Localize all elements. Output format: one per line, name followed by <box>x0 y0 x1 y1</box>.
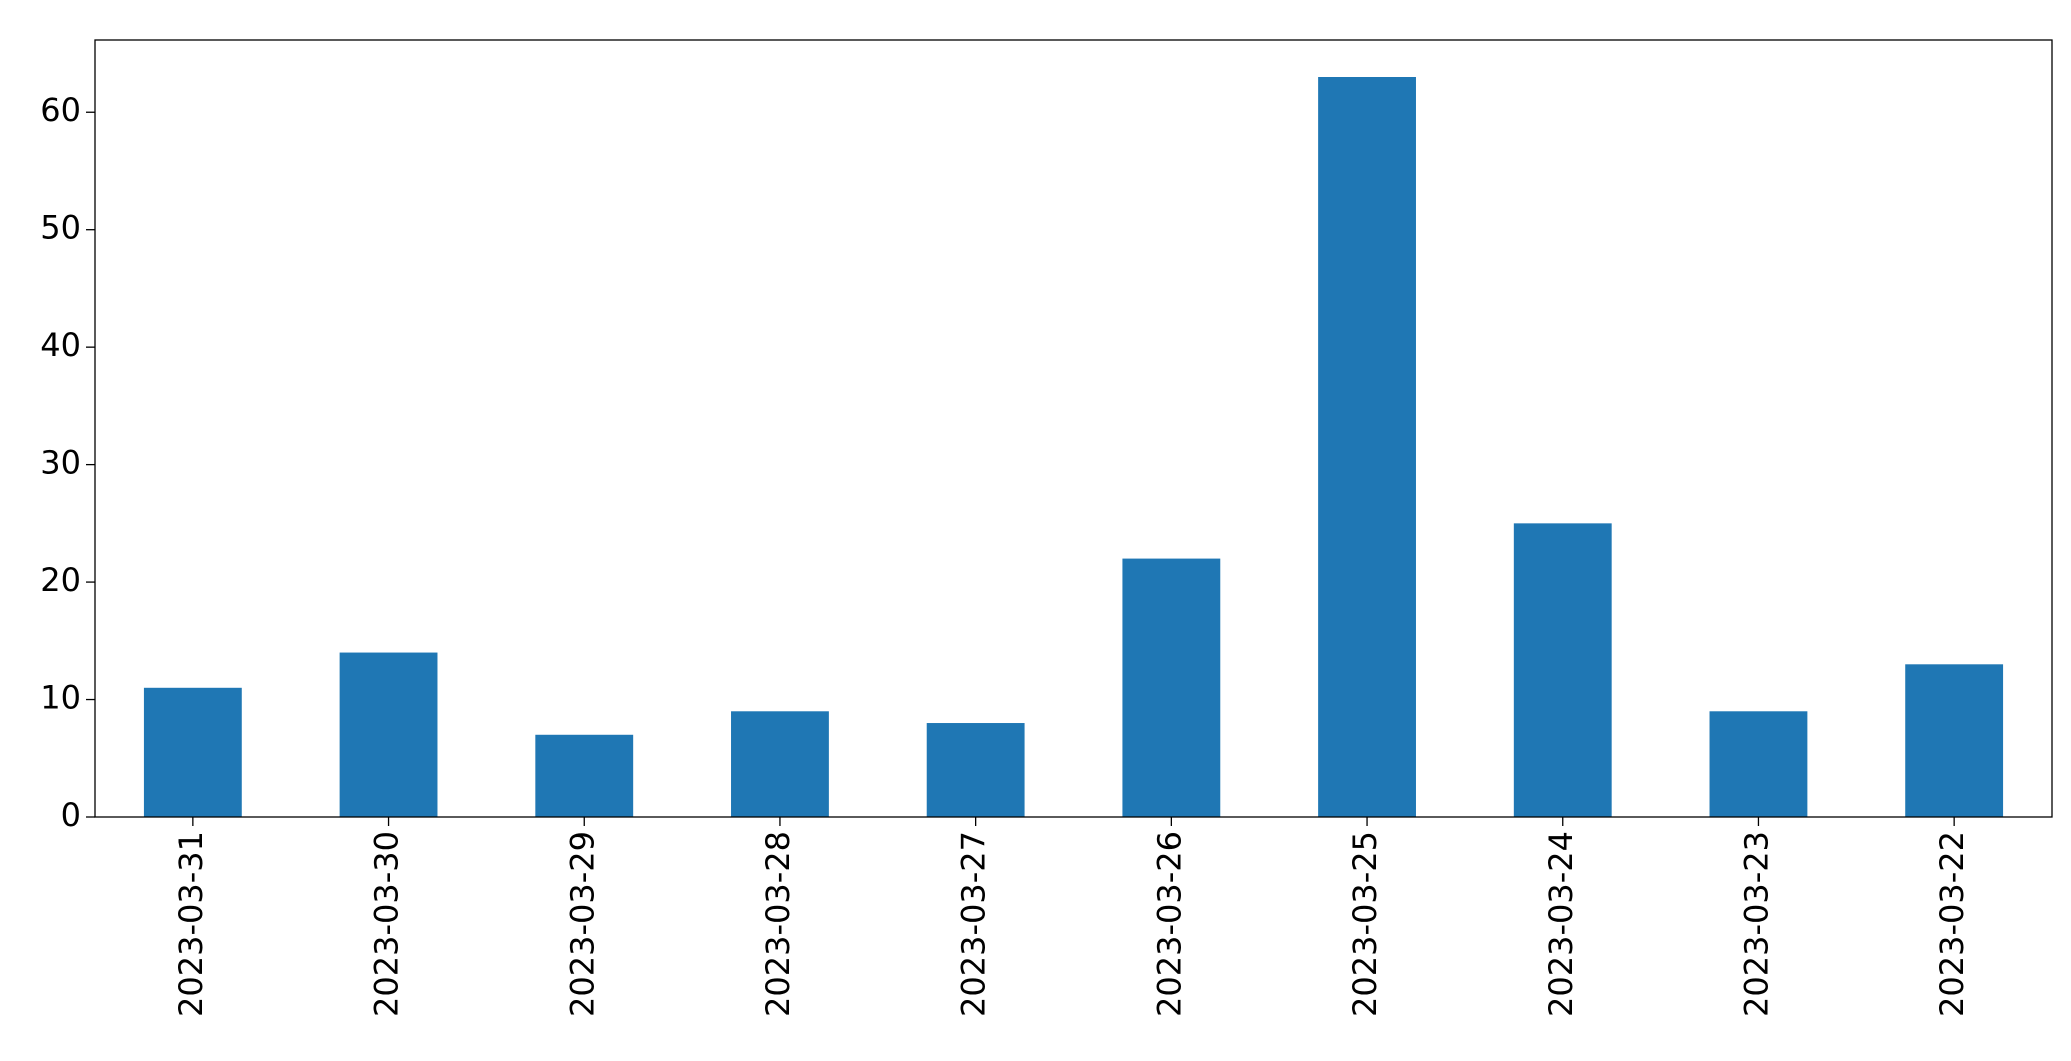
y-tick-label: 30 <box>40 444 81 482</box>
plot-frame <box>94 39 2053 818</box>
bar <box>926 723 1025 817</box>
bar <box>731 711 829 817</box>
x-tick-label: 2023-03-27 <box>955 831 993 1017</box>
bar <box>1318 77 1416 817</box>
x-tick-label: 2023-03-25 <box>1346 831 1384 1017</box>
y-tick-label: 20 <box>40 561 81 599</box>
x-tick-label: 2023-03-28 <box>759 831 797 1017</box>
x-tick-label: 2023-03-23 <box>1737 831 1775 1017</box>
x-tick-label: 2023-03-31 <box>172 831 210 1017</box>
y-tick-label: 40 <box>40 326 81 364</box>
x-tick-label: 2023-03-29 <box>563 831 601 1017</box>
bar <box>1513 523 1612 817</box>
x-tick-label: 2023-03-24 <box>1542 831 1580 1017</box>
x-tick-label: 2023-03-26 <box>1150 831 1188 1017</box>
bar <box>535 734 634 817</box>
bar <box>1905 664 2004 817</box>
bar <box>143 687 242 817</box>
bar <box>339 652 438 817</box>
bar <box>1709 711 1808 817</box>
y-tick-label: 10 <box>40 679 81 717</box>
y-tick-label: 50 <box>40 209 81 247</box>
x-tick-label: 2023-03-30 <box>368 831 406 1017</box>
y-tick-label: 60 <box>40 91 81 129</box>
x-tick-label: 2023-03-22 <box>1933 831 1971 1017</box>
y-tick-label: 0 <box>61 796 81 834</box>
bar <box>1122 558 1221 817</box>
